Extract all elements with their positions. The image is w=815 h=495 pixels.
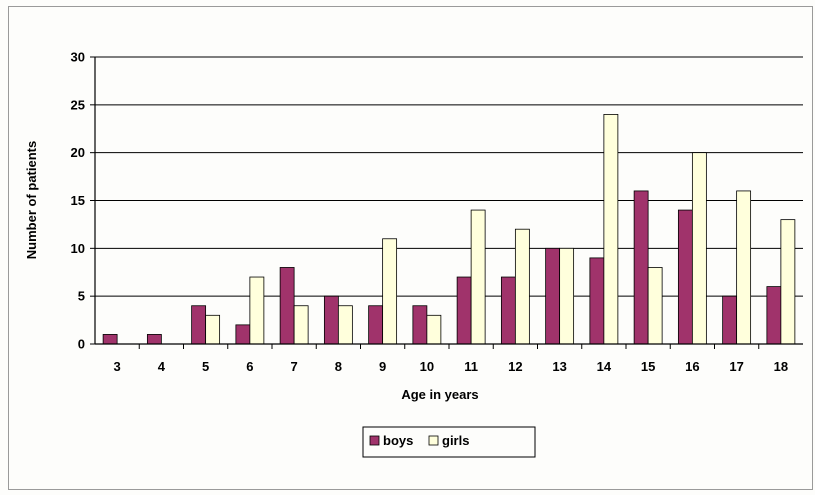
x-tick-label: 16: [685, 359, 699, 374]
bar-boys-7: [279, 267, 295, 345]
bar-boys-14: [589, 257, 605, 345]
legend-swatch-boys: [369, 435, 380, 446]
x-tick-label: 8: [335, 359, 342, 374]
bar-boys-17: [722, 295, 738, 345]
y-tick-label: 0: [78, 337, 85, 352]
bar-girls-18: [780, 219, 796, 345]
legend-box: [362, 426, 536, 458]
bar-boys-4: [146, 334, 162, 345]
bar-boys-6: [235, 324, 251, 345]
bar-girls-10: [426, 314, 442, 345]
x-tick-label: 17: [729, 359, 743, 374]
bar-boys-5: [191, 305, 207, 345]
y-axis-ticks: 0 5 10 15 20 25 30: [71, 50, 95, 352]
bar-girls-9: [382, 238, 398, 345]
bar-girls-11: [470, 209, 486, 345]
x-axis-label: Age in years: [401, 387, 478, 402]
x-tick-label: 6: [246, 359, 253, 374]
x-tick-label: 3: [114, 359, 121, 374]
bar-girls-13: [559, 247, 575, 345]
x-tick-label: 5: [202, 359, 209, 374]
bar-girls-6: [249, 276, 265, 345]
y-tick-label: 15: [71, 193, 85, 208]
bar-girls-12: [514, 228, 530, 345]
bar-boys-18: [766, 286, 782, 345]
bar-girls-5: [205, 314, 221, 345]
bar-girls-17: [736, 190, 752, 345]
y-tick-label: 5: [78, 289, 85, 304]
bar-girls-8: [337, 305, 353, 345]
bar-boys-3: [102, 334, 118, 345]
y-tick-label: 10: [71, 241, 85, 256]
y-tick-label: 30: [71, 50, 85, 65]
x-tick-label: 14: [597, 359, 612, 374]
bar-boys-10: [412, 305, 428, 345]
x-tick-label: 13: [552, 359, 566, 374]
bars: [102, 114, 796, 345]
y-axis-label: Number of patients: [24, 141, 39, 259]
bar-girls-14: [603, 114, 619, 345]
legend-label-girls: girls: [442, 433, 469, 448]
x-axis-ticks: 3 4 5 6 7 8 9 10 11 12 13 14 15 16 17 18: [114, 344, 788, 374]
x-tick-label: 12: [508, 359, 522, 374]
x-tick-label: 9: [379, 359, 386, 374]
bar-boys-9: [368, 305, 384, 345]
bar-boys-16: [677, 209, 693, 345]
x-tick-label: 11: [464, 359, 478, 374]
legend-swatch-girls: [428, 435, 439, 446]
x-tick-label: 15: [641, 359, 655, 374]
x-tick-label: 7: [291, 359, 298, 374]
bar-boys-11: [456, 276, 472, 345]
bar-boys-8: [323, 295, 339, 345]
bar-boys-13: [545, 247, 561, 345]
y-tick-label: 25: [71, 97, 85, 112]
chart-frame: [8, 6, 813, 490]
x-tick-label: 4: [158, 359, 166, 374]
bar-boys-12: [500, 276, 516, 345]
bar-girls-15: [647, 267, 663, 345]
bar-girls-16: [691, 152, 707, 345]
x-tick-label: 18: [774, 359, 788, 374]
legend: boys girls: [362, 426, 536, 458]
legend-label-boys: boys: [383, 433, 413, 448]
bar-boys-15: [633, 190, 649, 345]
bar-girls-7: [293, 305, 309, 345]
y-tick-label: 20: [71, 145, 85, 160]
x-tick-label: 10: [420, 359, 434, 374]
